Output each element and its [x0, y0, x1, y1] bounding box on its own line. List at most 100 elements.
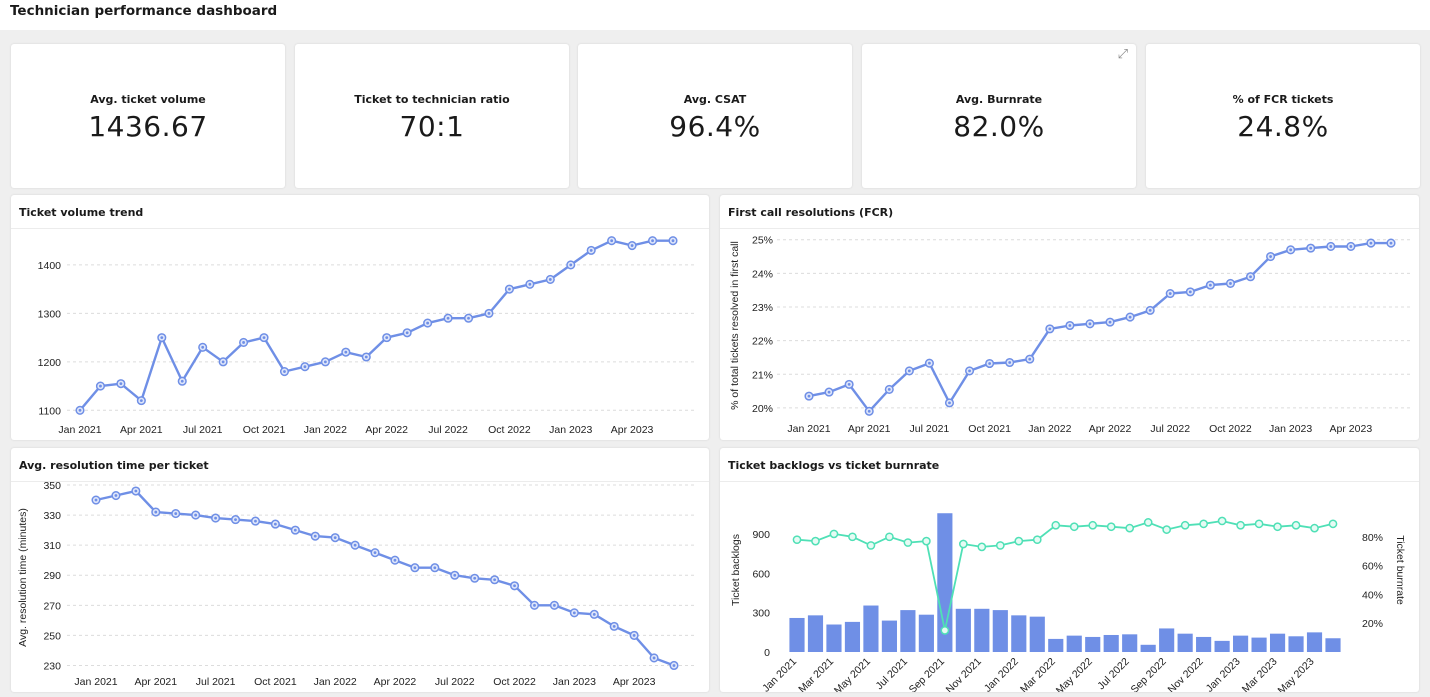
y2-tick-label: 40% — [1362, 589, 1383, 601]
burnrate-point — [1180, 520, 1190, 530]
x-tick-label: Jan 2023 — [553, 676, 596, 688]
burnrate-point — [1254, 519, 1264, 529]
data-point-center — [807, 394, 811, 398]
burnrate-point — [848, 532, 857, 542]
data-point-center — [99, 384, 102, 388]
data-point-center — [513, 584, 516, 588]
data-point-center — [78, 408, 82, 412]
data-point-center — [426, 321, 430, 325]
panel-divider — [720, 228, 1419, 229]
y-tick-label: 21% — [752, 369, 773, 381]
kpi-card-avg-ticket-volume[interactable]: Avg. ticket volume 1436.67 — [11, 44, 285, 188]
x-tick-label: Apr 2023 — [613, 676, 656, 688]
y-tick-label: 1400 — [38, 260, 62, 272]
kpi-card-avg-csat[interactable]: Avg. CSAT 96.4% — [578, 44, 852, 188]
y-tick-label: 900 — [752, 529, 770, 541]
kpi-label: Avg. ticket volume — [90, 93, 206, 106]
kpi-label: Avg. Burnrate — [955, 93, 1043, 106]
kpi-card-avg-burnrate[interactable]: ⤢ Avg. Burnrate 82.0% — [862, 44, 1136, 188]
data-point-center — [589, 248, 593, 252]
expand-icon[interactable]: ⤢ — [1117, 46, 1128, 61]
series-line — [95, 489, 675, 667]
backlog-bar — [1066, 635, 1082, 652]
resolution-time-panel: Avg. resolution time per ticket 230 250 27… — [11, 448, 709, 692]
x-tick-label: May 2022 — [1054, 656, 1095, 692]
x-tick-label: May 2021 — [832, 656, 873, 692]
data-point-center — [333, 536, 337, 540]
data-point-center — [283, 370, 286, 373]
backlog-bar — [807, 615, 824, 652]
data-point-center — [968, 369, 971, 373]
y2-tick-label: 60% — [1362, 561, 1383, 573]
kpi-card-ticket-technician-ratio[interactable]: Ticket to technician ratio 70:1 — [295, 44, 569, 188]
y-tick-label: 22% — [752, 336, 773, 348]
data-point-center — [221, 360, 225, 364]
kpi-card-fcr-tickets[interactable]: % of FCR tickets 24.8% — [1146, 44, 1420, 188]
x-tick-label: Jul 2021 — [910, 423, 950, 435]
burnrate-point — [995, 541, 1005, 550]
x-tick-label: Apr 2022 — [1089, 423, 1132, 435]
x-tick-label: Jul 2021 — [873, 656, 910, 692]
kpi-value: 70:1 — [399, 110, 465, 143]
x-tick-label: Apr 2021 — [848, 423, 891, 435]
data-point-center — [214, 516, 217, 520]
data-point-center — [887, 388, 891, 391]
data-point-center — [651, 239, 654, 243]
data-point-center — [592, 612, 596, 616]
data-point-center — [508, 287, 511, 291]
panel-title: Ticket backlogs vs ticket burnrate — [728, 459, 940, 472]
burnrate-point — [940, 626, 950, 635]
burnrate-point — [977, 542, 987, 552]
page-title: Technician performance dashboard — [10, 3, 278, 19]
backlog-bar — [1251, 637, 1267, 652]
backlog-bar — [1159, 628, 1175, 652]
x-tick-label: Nov 2022 — [1165, 656, 1205, 692]
ticket-volume-panel: Ticket volume trend 1100 1200 1300 1400 Jan … — [11, 195, 709, 440]
backlog-bar — [1325, 638, 1341, 652]
data-point-center — [262, 336, 266, 340]
data-point-center — [385, 336, 389, 340]
data-point-center — [273, 522, 277, 526]
y-tick-label: 1100 — [38, 405, 61, 417]
data-point-center — [234, 518, 237, 521]
x-tick-label: Oct 2022 — [1209, 423, 1252, 435]
y-tick-label: 20% — [752, 403, 773, 415]
data-point-center — [1269, 255, 1272, 258]
data-point-center — [373, 551, 377, 555]
data-point-center — [1028, 357, 1032, 361]
burnrate-point — [1032, 535, 1042, 545]
data-point-center — [201, 345, 205, 349]
x-tick-label: May 2023 — [1276, 656, 1317, 692]
x-tick-label: Jan 2022 — [982, 656, 1021, 692]
data-point-center — [453, 573, 457, 577]
burnrate-point — [1051, 520, 1061, 530]
data-point-center — [323, 360, 327, 364]
data-point-center — [1148, 308, 1152, 312]
panel-title: Avg. resolution time per ticket — [19, 459, 209, 472]
data-point-center — [827, 390, 831, 394]
backlog-bar — [844, 621, 861, 652]
kpi-value: 82.0% — [953, 110, 1045, 143]
kpi-value: 24.8% — [1237, 110, 1329, 143]
y-axis-label: % of total tickets resolved in first cal… — [729, 241, 741, 410]
data-point-center — [493, 578, 497, 582]
backlog-bar — [937, 513, 953, 652]
x-tick-label: Apr 2021 — [134, 676, 177, 688]
data-point-center — [134, 489, 138, 493]
backlog-bar — [789, 617, 805, 652]
y2-axis-label: Ticket burnrate — [1394, 535, 1406, 605]
x-tick-label: Jan 2023 — [1204, 656, 1243, 692]
data-point-center — [528, 282, 532, 286]
x-tick-label: Jul 2021 — [183, 424, 223, 436]
backlog-bar — [1269, 633, 1286, 652]
x-tick-label: Mar 2021 — [796, 656, 836, 692]
backlog-bar — [1085, 636, 1101, 652]
backlog-bar — [1233, 635, 1249, 652]
ticket-volume-chart: 1100 1200 1300 1400 Jan 2021 Apr 2021 Jul 2021… — [38, 236, 696, 436]
page-header: Technician performance dashboard — [0, 0, 1430, 30]
backlog-bar — [992, 610, 1008, 652]
data-point-center — [242, 341, 245, 344]
fcr-panel: First call resolutions (FCR) 20% 21% 22% 23… — [720, 195, 1419, 440]
data-point-center — [154, 510, 158, 514]
backlog-bar — [1288, 636, 1304, 652]
